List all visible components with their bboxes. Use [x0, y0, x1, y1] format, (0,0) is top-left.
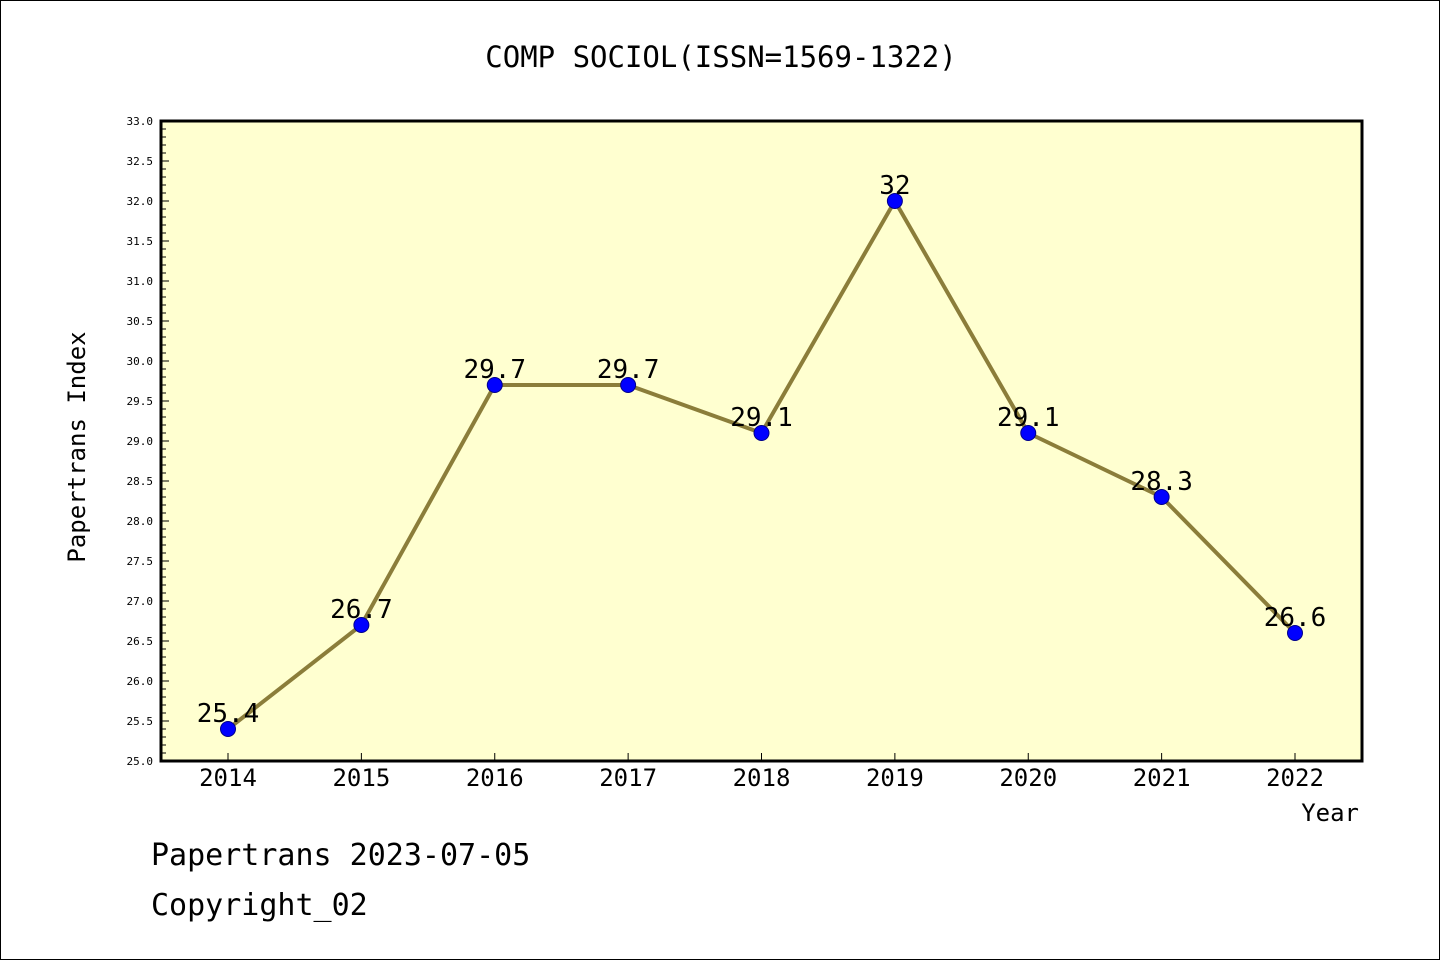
- x-tick-label: 2016: [466, 764, 524, 792]
- data-point: [620, 377, 637, 393]
- y-tick-label: 32.5: [127, 155, 154, 168]
- y-tick-label: 26.5: [127, 635, 154, 648]
- data-point: [1020, 425, 1037, 441]
- footer-date: Papertrans 2023-07-05: [151, 838, 530, 873]
- data-label: 26.6: [1264, 603, 1327, 633]
- data-point: [1287, 625, 1303, 641]
- x-tick-label: 2015: [332, 764, 390, 792]
- data-point: [753, 425, 770, 441]
- y-tick-label: 29.5: [127, 395, 154, 408]
- x-tick-label: 2018: [733, 764, 791, 792]
- data-label: 26.7: [330, 595, 393, 625]
- data-label: 29.1: [997, 403, 1060, 433]
- x-tick-label: 2019: [866, 764, 924, 792]
- y-tick-label: 28.5: [127, 475, 154, 488]
- y-tick-label: 25.5: [127, 715, 154, 728]
- y-axis: 25.0 25.5 26.0 26.5 27.0 27.5 28.0 28.5 29.0 29.5…: [127, 115, 169, 768]
- y-tick-label: 29.0: [127, 435, 154, 448]
- y-tick-label: 31.0: [127, 275, 154, 288]
- data-label: 25.4: [197, 699, 260, 729]
- y-tick-label: 31.5: [127, 235, 154, 248]
- y-axis-label: Papertrans Index: [63, 331, 91, 562]
- x-tick-label: 2022: [1266, 764, 1324, 792]
- x-axis-label: Year: [1301, 799, 1359, 827]
- data-label: 29.7: [597, 355, 660, 385]
- data-label: 29.1: [730, 403, 793, 433]
- x-tick-label: 2021: [1133, 764, 1191, 792]
- series-papertrans-index: [220, 193, 1303, 737]
- data-point: [353, 617, 370, 633]
- y-tick-label: 33.0: [127, 115, 154, 128]
- y-tick-label: 26.0: [127, 675, 154, 688]
- y-tick-label: 28.0: [127, 515, 154, 528]
- y-tick-label: 27.5: [127, 555, 154, 568]
- y-tick-label: 27.0: [127, 595, 154, 608]
- data-label: 32: [879, 171, 910, 201]
- data-point: [1153, 489, 1170, 505]
- data-label: 28.3: [1130, 467, 1193, 497]
- data-label: 29.7: [463, 355, 526, 385]
- data-labels: 25.4 26.7 29.7 29.7 29.1 32 29.1 28.3 26.6: [197, 171, 1327, 729]
- data-point: [486, 377, 503, 393]
- data-point: [220, 721, 236, 737]
- x-axis: 2014 2015 2016 2017 2018 2019 2020 2021 2022: [199, 753, 1324, 792]
- chart-title: COMP SOCIOL(ISSN=1569-1322): [485, 40, 956, 74]
- data-point: [886, 193, 903, 209]
- y-tick-label: 30.5: [127, 315, 154, 328]
- x-tick-label: 2017: [599, 764, 657, 792]
- footer-copyright: Copyright_02: [151, 888, 368, 923]
- y-tick-label: 32.0: [127, 195, 154, 208]
- x-tick-label: 2020: [999, 764, 1057, 792]
- x-tick-label: 2014: [199, 764, 257, 792]
- y-tick-label: 25.0: [127, 755, 154, 768]
- y-tick-label: 30.0: [127, 355, 154, 368]
